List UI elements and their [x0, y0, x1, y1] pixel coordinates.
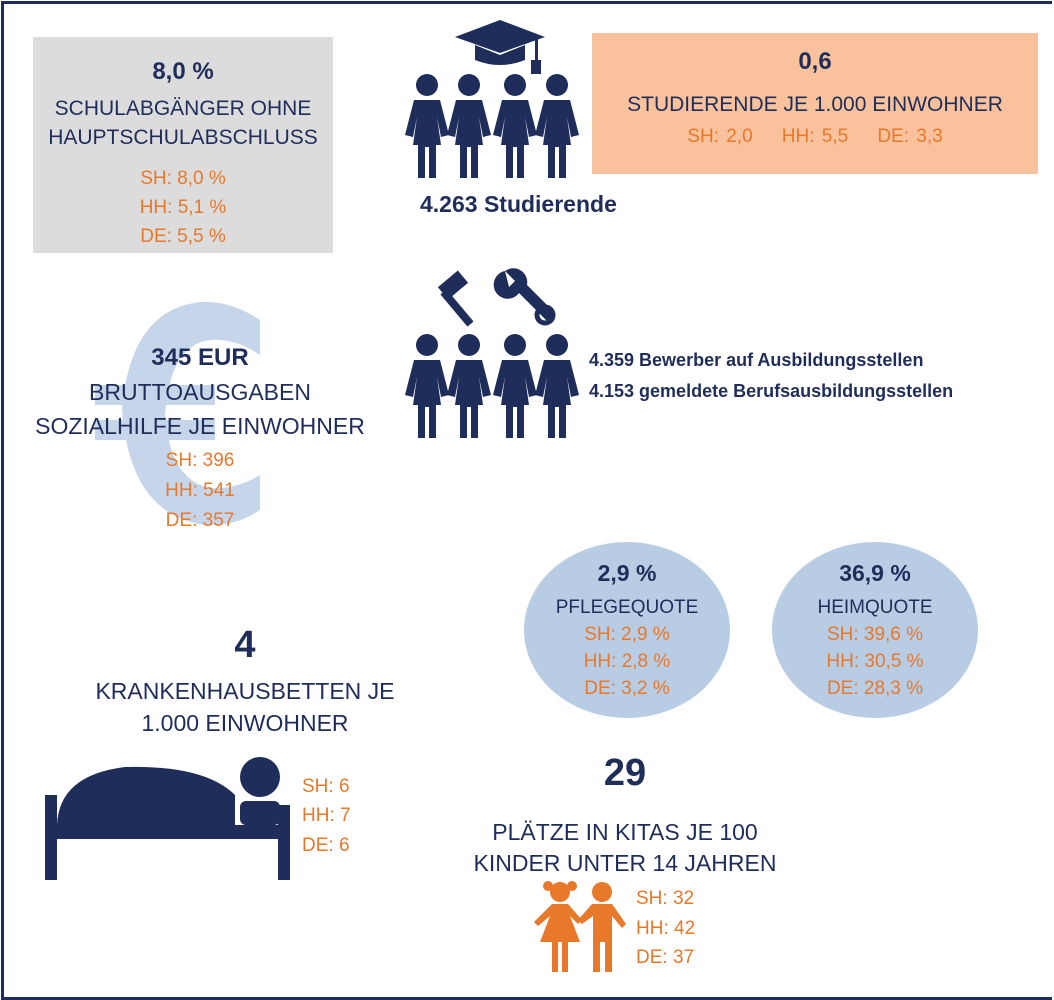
social-label: SOZIALHILFE JE EINWOHNER [35, 413, 365, 439]
kita-label: PLÄTZE IN KITAS JE 100 [492, 819, 758, 845]
students-compare: SH: 2,0 HH: 5,5 DE: 3,3 [592, 122, 1038, 151]
school-compare: HH: 5,1 % [139, 197, 227, 218]
hospital-compare: DE: 6 [302, 835, 350, 856]
home-compare: HH: 30,5 % [826, 651, 924, 672]
social-compare: HH: 541 [165, 480, 235, 501]
school-label: SCHULABGÄNGER OHNE [54, 97, 312, 120]
compare: HH: 5,5 [781, 126, 849, 147]
care-compare: SH: 2,9 % [584, 624, 670, 645]
tools-icon [405, 268, 579, 438]
students-box [592, 33, 1038, 174]
kita-compare: HH: 42 [636, 918, 696, 939]
hospital-value: 4 [234, 624, 256, 666]
graduation-icon [405, 20, 579, 178]
care-label: PFLEGEQUOTE [555, 597, 699, 618]
hospital-compare: HH: 7 [302, 805, 351, 826]
home-label: HEIMQUOTE [817, 597, 933, 618]
school-compare: DE: 5,5 % [140, 226, 226, 247]
social-compare: DE: 357 [165, 510, 235, 531]
school-box [33, 37, 333, 253]
kita-value: 29 [603, 752, 647, 794]
apprentice-line: 4.153 gemeldete Berufsausbildungsstellen [589, 381, 954, 401]
hospital-label: 1.000 EINWOHNER [141, 710, 349, 736]
bed-icon [45, 757, 290, 880]
school-compare: SH: 8,0 % [140, 168, 226, 189]
social-value: 345 EUR [151, 344, 249, 371]
kids-icon [534, 881, 626, 972]
euro-icon [95, 301, 260, 526]
compare: DE: 3,3 [877, 126, 943, 147]
care-compare: DE: 3,2 % [584, 678, 670, 699]
students-rate: 0,6 [798, 48, 832, 75]
school-value: 8,0 % [152, 58, 214, 85]
hospital-label: KRANKENHAUSBETTEN JE [95, 678, 395, 704]
hospital-compare: SH: 6 [302, 776, 350, 797]
care-circle [524, 542, 730, 718]
kita-label: KINDER UNTER 14 JAHREN [473, 850, 777, 876]
social-label: BRUTTOAUSGABEN [89, 379, 311, 405]
care-value: 2,9 % [597, 560, 657, 586]
care-compare: HH: 2,8 % [583, 651, 671, 672]
home-value: 36,9 % [839, 560, 911, 586]
students-count: 4.263 Studierende [420, 191, 617, 217]
kita-compare: DE: 37 [636, 947, 695, 968]
students-label: STUDIERENDE JE 1.000 EINWOHNER [627, 93, 1003, 116]
kita-compare: SH: 32 [636, 888, 695, 909]
apprentice-line: 4.359 Bewerber auf Ausbildungsstellen [589, 350, 924, 370]
home-compare: DE: 28,3 % [826, 678, 924, 699]
home-compare: SH: 39,6 % [826, 624, 924, 645]
school-label: HAUPTSCHULABSCHLUSS [48, 126, 318, 149]
compare: SH: 2,0 [687, 126, 753, 147]
home-circle [772, 542, 978, 718]
social-compare: SH: 396 [165, 450, 235, 471]
